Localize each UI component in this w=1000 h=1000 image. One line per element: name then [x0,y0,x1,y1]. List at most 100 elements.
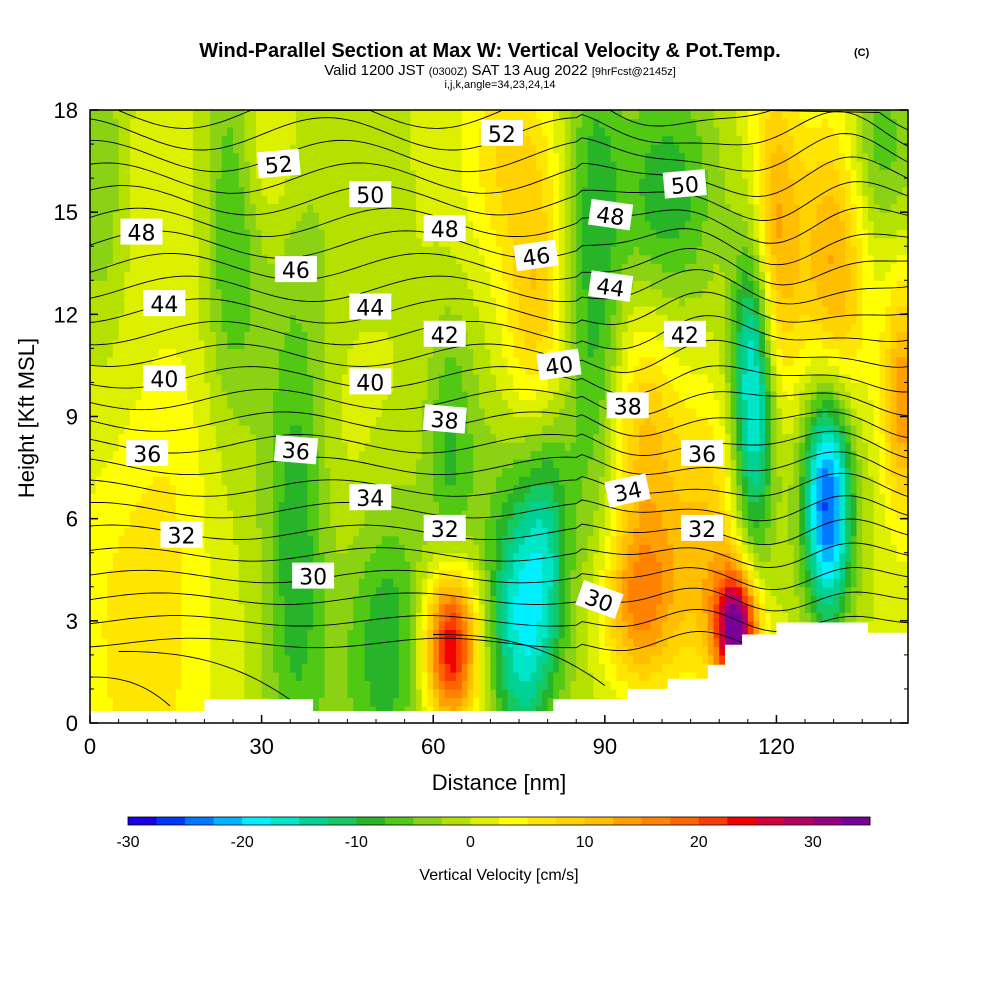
velocity-cell [215,382,223,392]
velocity-cell [118,331,125,341]
velocity-cell [313,510,320,520]
velocity-cell [147,331,154,341]
velocity-cell [330,493,337,503]
velocity-cell [192,654,200,664]
velocity-cell [112,569,120,579]
velocity-cell [456,671,463,682]
velocity-cell [238,263,246,273]
velocity-cell [404,535,411,545]
velocity-cell [227,169,234,179]
velocity-cell [478,416,486,426]
velocity-cell [478,186,486,196]
velocity-cell [101,203,108,213]
velocity-cell [187,305,194,315]
velocity-cell [227,110,234,120]
velocity-cell [461,271,469,281]
velocity-cell [330,212,337,222]
velocity-cell [204,297,211,307]
velocity-cell [376,680,383,690]
velocity-cell [221,118,228,128]
velocity-cell [107,263,114,273]
velocity-cell [318,271,326,281]
velocity-cell [221,271,228,281]
velocity-cell [175,322,183,332]
velocity-cell [130,348,137,358]
velocity-cell [244,527,251,537]
velocity-cell [461,697,469,707]
velocity-cell [164,493,171,503]
velocity-cell [307,501,314,511]
velocity-cell [107,561,114,571]
velocity-cell [410,331,417,341]
velocity-cell [118,263,125,273]
velocity-cell [364,433,371,443]
velocity-cell [324,654,331,664]
velocity-cell [130,280,137,290]
velocity-cell [227,578,234,588]
velocity-cell [433,356,440,367]
velocity-cell [421,314,429,324]
velocity-cell [101,697,108,707]
velocity-cell [198,331,206,341]
velocity-cell [101,195,108,205]
velocity-cell [330,705,337,716]
velocity-cell [478,569,486,579]
velocity-cell [147,484,154,494]
velocity-cell [421,433,429,443]
velocity-cell [164,705,171,716]
velocity-cell [278,339,286,349]
velocity-cell [158,476,165,486]
velocity-cell [341,271,349,281]
velocity-cell [227,144,234,154]
velocity-cell [324,254,331,264]
velocity-cell [290,390,297,401]
velocity-cell [238,663,246,673]
velocity-cell [433,612,440,622]
velocity-cell [215,637,223,647]
velocity-cell [398,169,406,179]
velocity-cell [210,144,217,154]
velocity-cell [313,433,320,443]
velocity-cell [238,169,246,179]
velocity-cell [381,280,389,290]
velocity-cell [284,476,291,486]
velocity-cell [353,671,360,682]
velocity-cell [210,629,217,639]
velocity-cell [158,195,165,205]
velocity-cell [204,561,211,571]
velocity-cell [135,161,143,171]
velocity-cell [210,280,217,290]
velocity-cell [301,493,308,503]
velocity-cell [244,476,251,486]
velocity-cell [124,390,131,401]
velocity-cell [370,518,377,528]
velocity-cell [255,527,263,537]
velocity-cell [244,484,251,494]
velocity-cell [141,586,148,596]
velocity-cell [410,118,417,128]
velocity-cell [141,501,148,511]
velocity-cell [135,433,143,443]
velocity-cell [244,493,251,503]
velocity-cell [118,688,125,699]
velocity-cell [290,476,297,486]
velocity-cell [273,518,280,528]
velocity-cell [204,254,211,264]
velocity-cell [393,229,400,239]
velocity-cell [353,527,360,537]
velocity-cell [244,246,251,256]
velocity-cell [124,280,131,290]
velocity-cell [204,152,211,162]
velocity-cell [358,705,366,716]
velocity-cell [335,399,343,409]
velocity-cell [421,110,429,120]
velocity-cell [410,578,417,588]
velocity-cell [255,442,263,452]
velocity-cell [427,654,434,664]
velocity-cell [381,569,389,579]
velocity-cell [444,578,451,588]
velocity-cell [152,493,160,503]
velocity-cell [158,246,165,256]
velocity-cell [421,169,429,179]
